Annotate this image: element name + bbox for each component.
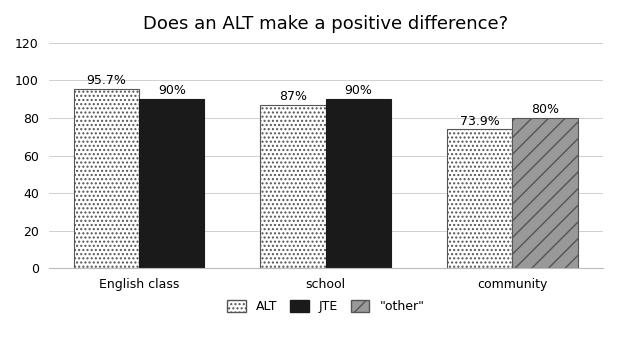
Text: 95.7%: 95.7% [87, 74, 127, 87]
Text: 90%: 90% [158, 84, 186, 97]
Text: 87%: 87% [279, 90, 307, 103]
Bar [139, 99, 205, 268]
Text: 90%: 90% [344, 84, 373, 97]
Bar [74, 88, 139, 268]
Bar [447, 129, 512, 268]
Bar [260, 105, 326, 268]
Bar [326, 99, 391, 268]
Text: 73.9%: 73.9% [460, 115, 500, 128]
Bar [512, 118, 578, 268]
Title: Does an ALT make a positive difference?: Does an ALT make a positive difference? [143, 15, 509, 33]
Legend: ALT, JTE, "other": ALT, JTE, "other" [222, 295, 430, 318]
Text: 80%: 80% [531, 103, 559, 116]
